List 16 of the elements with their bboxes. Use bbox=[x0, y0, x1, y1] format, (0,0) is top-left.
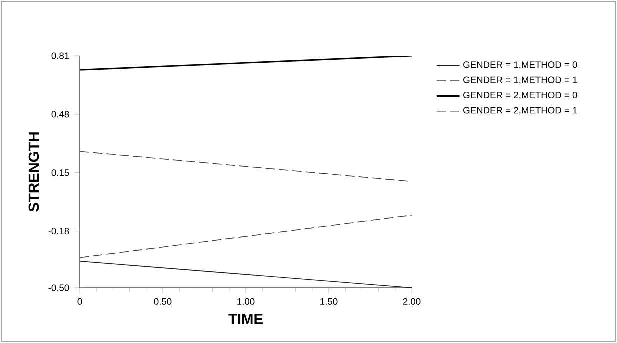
y-tick-label: 0.48 bbox=[52, 111, 70, 118]
legend-label: GENDER = 1,METHOD = 0 bbox=[464, 62, 578, 70]
legend-label: GENDER = 2,METHOD = 1 bbox=[464, 107, 578, 115]
legend-label: GENDER = 1,METHOD = 1 bbox=[464, 76, 578, 84]
y-tick-label: -0.50 bbox=[48, 284, 70, 292]
x-tick-label: 1.50 bbox=[320, 298, 338, 305]
x-axis-title: TIME bbox=[228, 314, 263, 324]
x-tick-label: 0.50 bbox=[154, 298, 172, 305]
x-tick-label: 0 bbox=[78, 298, 82, 305]
y-tick-label: 0.15 bbox=[52, 170, 70, 176]
y-tick-label: 0.81 bbox=[52, 52, 70, 60]
x-tick-label: 1.00 bbox=[238, 298, 255, 305]
y-tick-label: -0.18 bbox=[48, 228, 70, 235]
legend-label: GENDER = 2,METHOD = 0 bbox=[464, 92, 578, 100]
x-tick-label: 2.00 bbox=[403, 298, 421, 305]
y-axis-title: STRENGTH bbox=[28, 132, 40, 212]
